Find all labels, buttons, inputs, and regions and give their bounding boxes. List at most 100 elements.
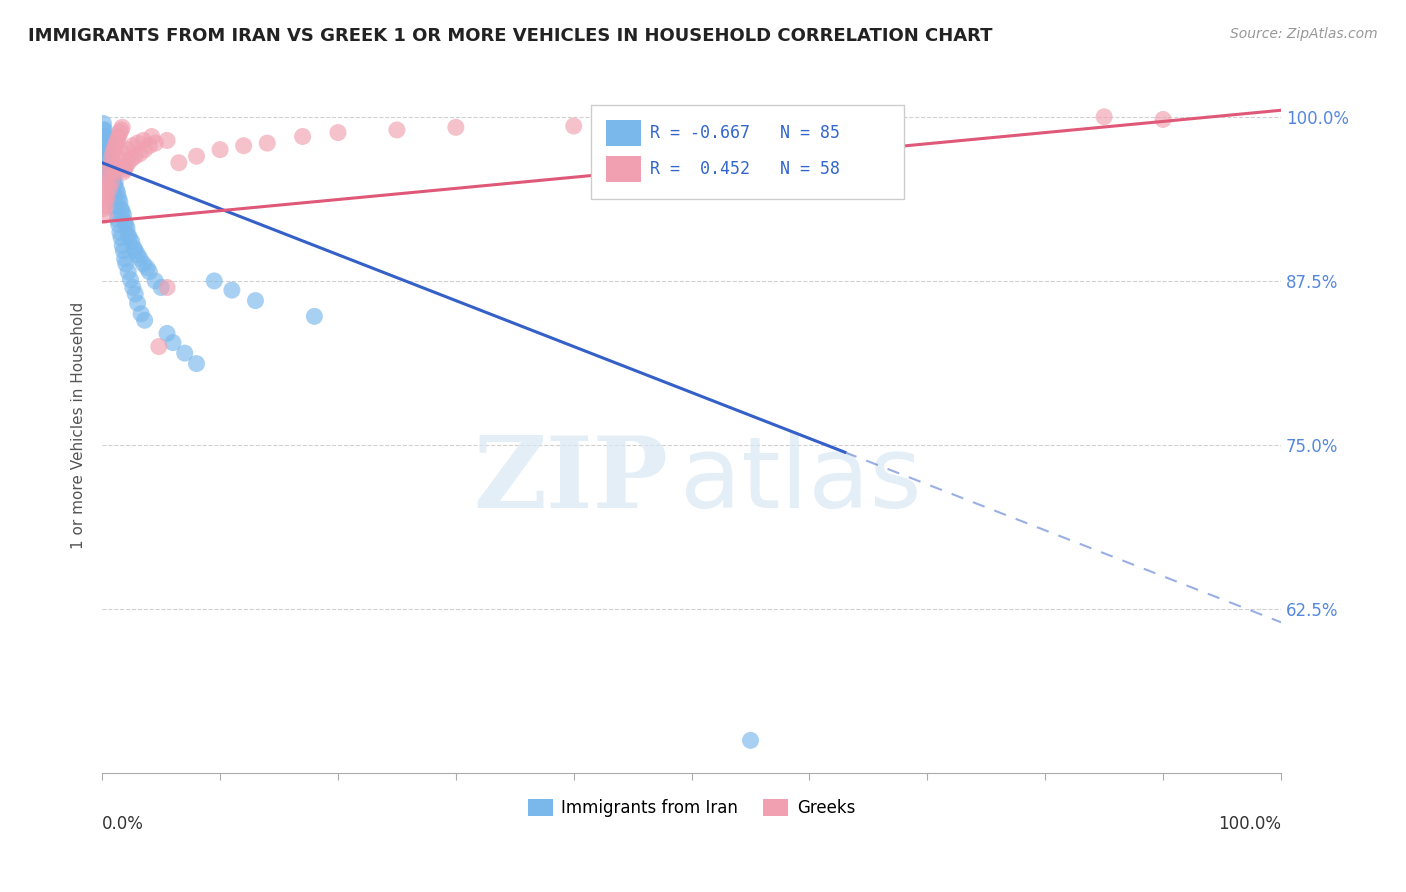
Greeks — [105, 160, 128, 174]
Legend: Immigrants from Iran, Greeks: Immigrants from Iran, Greeks — [522, 792, 862, 824]
Immigrants from Iran — [118, 230, 141, 244]
Immigrants from Iran — [100, 160, 122, 174]
Immigrants from Iran — [117, 227, 139, 242]
Immigrants from Iran — [122, 241, 145, 255]
Immigrants from Iran — [117, 265, 139, 279]
Greeks — [98, 165, 121, 179]
Greeks — [117, 155, 139, 169]
Immigrants from Iran — [100, 178, 122, 192]
Immigrants from Iran — [94, 146, 117, 161]
Immigrants from Iran — [105, 204, 128, 219]
Greeks — [110, 123, 132, 137]
Immigrants from Iran — [186, 357, 208, 371]
Immigrants from Iran — [93, 138, 115, 153]
Greeks — [97, 173, 120, 187]
Immigrants from Iran — [115, 221, 138, 235]
Immigrants from Iran — [173, 346, 195, 360]
Immigrants from Iran — [104, 176, 127, 190]
Immigrants from Iran — [98, 160, 121, 174]
Immigrants from Iran — [156, 326, 179, 341]
Text: R = -0.667   N = 85: R = -0.667 N = 85 — [651, 124, 841, 142]
Immigrants from Iran — [107, 191, 129, 205]
Immigrants from Iran — [107, 212, 129, 227]
Greeks — [1152, 112, 1174, 127]
Immigrants from Iran — [108, 195, 131, 210]
Greeks — [101, 146, 124, 161]
Immigrants from Iran — [101, 186, 124, 200]
Greeks — [681, 116, 703, 130]
Immigrants from Iran — [100, 173, 122, 187]
Immigrants from Iran — [96, 149, 118, 163]
Immigrants from Iran — [124, 287, 146, 301]
Greeks — [562, 119, 585, 133]
Greeks — [108, 126, 131, 140]
Bar — [606, 120, 641, 146]
Greeks — [100, 176, 122, 190]
Greeks — [256, 136, 278, 150]
Immigrants from Iran — [97, 143, 120, 157]
Immigrants from Iran — [129, 307, 152, 321]
Text: R =  0.452   N = 58: R = 0.452 N = 58 — [651, 161, 841, 178]
Greeks — [93, 202, 115, 216]
Immigrants from Iran — [124, 244, 146, 258]
Greeks — [232, 138, 254, 153]
Immigrants from Iran — [94, 152, 117, 166]
Immigrants from Iran — [93, 116, 115, 130]
Greeks — [134, 143, 156, 157]
Greeks — [129, 146, 152, 161]
Text: IMMIGRANTS FROM IRAN VS GREEK 1 OR MORE VEHICLES IN HOUSEHOLD CORRELATION CHART: IMMIGRANTS FROM IRAN VS GREEK 1 OR MORE … — [28, 27, 993, 45]
Greeks — [121, 138, 143, 153]
Immigrants from Iran — [97, 149, 120, 163]
Greeks — [444, 120, 467, 135]
Greeks — [143, 136, 166, 150]
Bar — [606, 156, 641, 183]
Greeks — [291, 129, 314, 144]
Greeks — [799, 112, 821, 127]
Greeks — [100, 152, 122, 166]
Greeks — [94, 186, 117, 200]
Immigrants from Iran — [103, 191, 125, 205]
Greeks — [385, 123, 408, 137]
Bar — [592, 105, 904, 199]
Greeks — [1092, 110, 1115, 124]
Greeks — [107, 129, 129, 144]
Immigrants from Iran — [96, 152, 118, 166]
Immigrants from Iran — [202, 274, 225, 288]
Greeks — [209, 143, 232, 157]
Greeks — [104, 138, 127, 153]
Immigrants from Iran — [107, 218, 129, 232]
Immigrants from Iran — [221, 283, 243, 297]
Immigrants from Iran — [101, 173, 124, 187]
Immigrants from Iran — [740, 733, 762, 747]
Immigrants from Iran — [94, 146, 117, 161]
Immigrants from Iran — [134, 313, 156, 327]
Immigrants from Iran — [138, 265, 160, 279]
Greeks — [141, 129, 163, 144]
Greeks — [121, 152, 143, 166]
Greeks — [132, 133, 155, 147]
Immigrants from Iran — [96, 136, 118, 150]
Greeks — [186, 149, 208, 163]
Greeks — [107, 133, 129, 147]
Immigrants from Iran — [110, 230, 132, 244]
Immigrants from Iran — [111, 238, 134, 252]
Immigrants from Iran — [93, 129, 115, 144]
Immigrants from Iran — [107, 186, 129, 200]
Greeks — [156, 133, 179, 147]
Immigrants from Iran — [121, 235, 143, 249]
Immigrants from Iran — [93, 123, 115, 137]
Greeks — [112, 146, 135, 161]
Immigrants from Iran — [132, 257, 155, 271]
Greeks — [112, 165, 135, 179]
Greeks — [96, 191, 118, 205]
Greeks — [124, 149, 146, 163]
Text: 100.0%: 100.0% — [1218, 815, 1281, 833]
Immigrants from Iran — [129, 252, 152, 266]
Immigrants from Iran — [93, 129, 115, 144]
Immigrants from Iran — [304, 310, 326, 324]
Immigrants from Iran — [245, 293, 267, 308]
Greeks — [103, 143, 125, 157]
Greeks — [100, 160, 122, 174]
Immigrants from Iran — [97, 160, 120, 174]
Immigrants from Iran — [111, 204, 134, 219]
